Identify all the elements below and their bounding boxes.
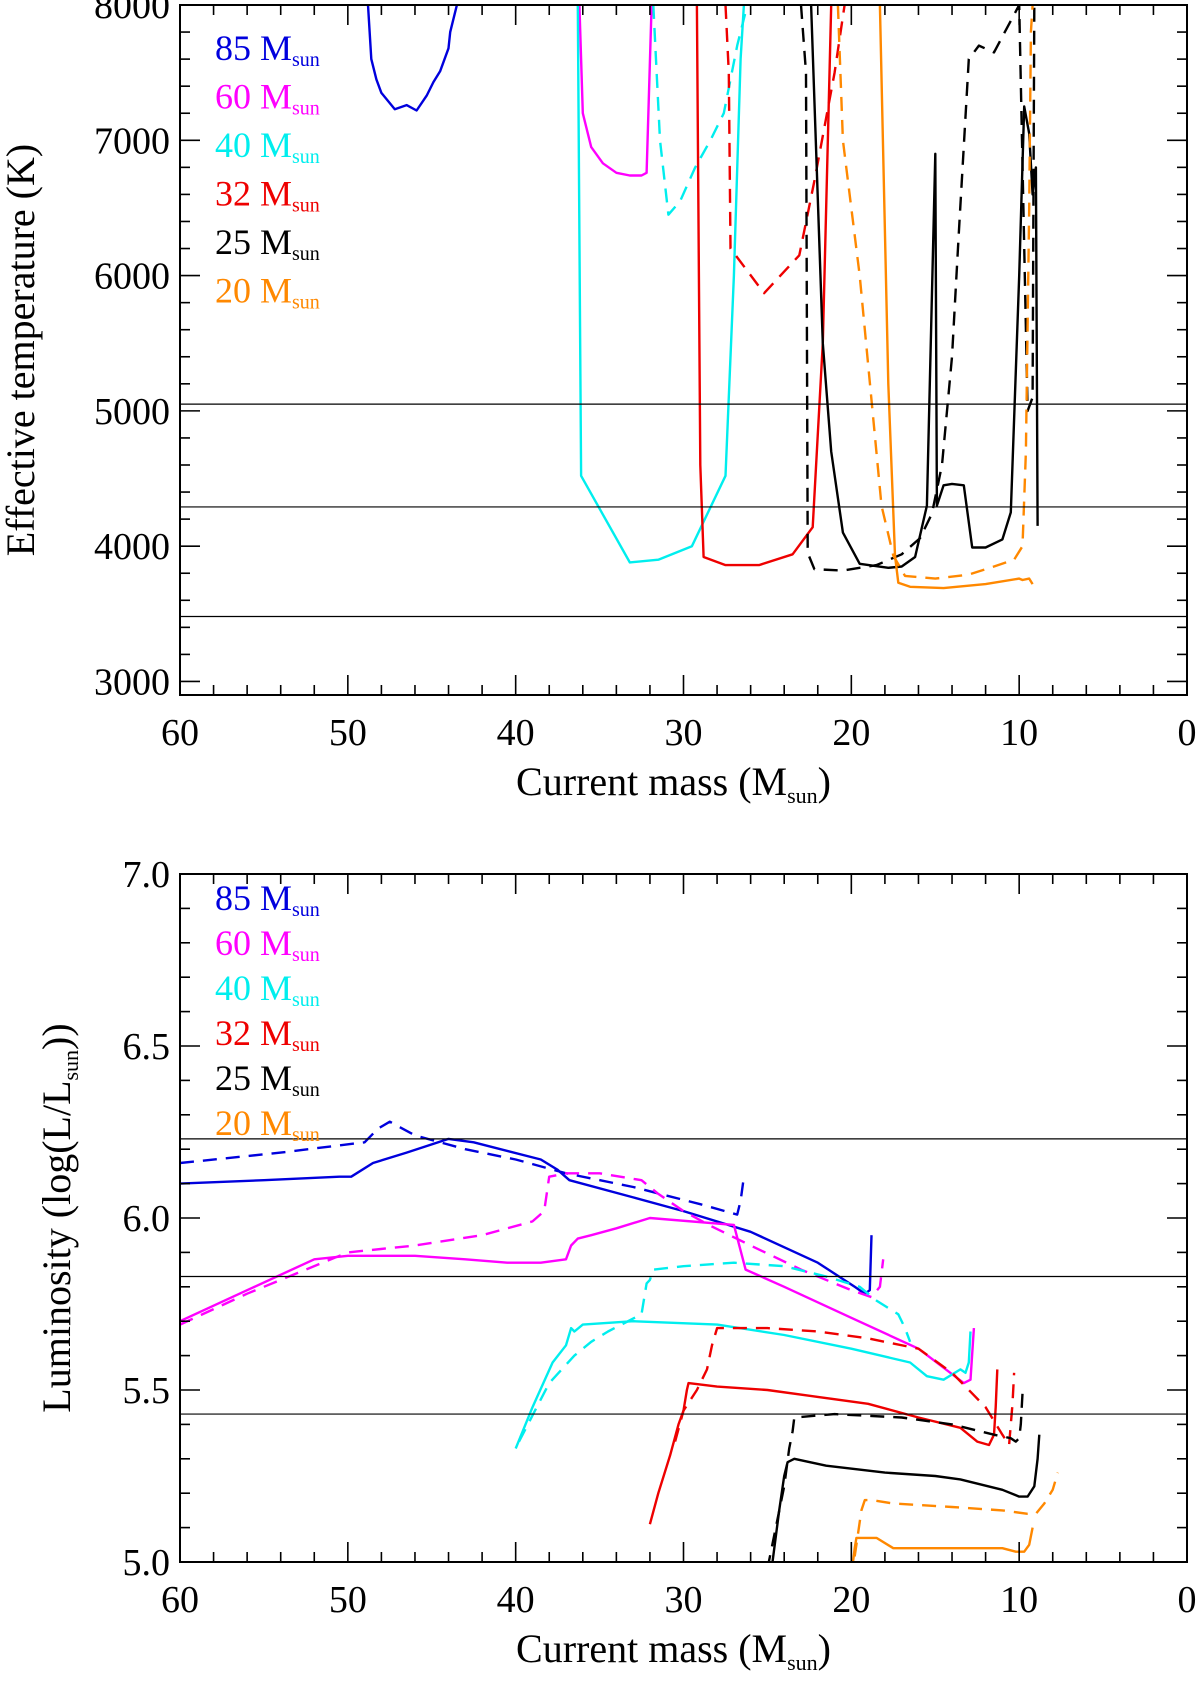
x-tick-label: 0 bbox=[1178, 712, 1197, 754]
series-line-40-m-sun-dashed bbox=[652, 5, 749, 216]
y-tick-label: 6000 bbox=[94, 256, 170, 298]
x-tick-label: 20 bbox=[832, 1579, 870, 1621]
y-axis-title: Luminosity (log(L/Lsun)) bbox=[34, 1023, 83, 1412]
series-line-60-m-sun-dashed bbox=[180, 1172, 885, 1326]
legend-entry: 32 Msun bbox=[215, 174, 320, 217]
x-tick-label: 20 bbox=[832, 712, 870, 754]
series-line-25-m-sun-dashed bbox=[799, 5, 1036, 572]
x-tick-label: 60 bbox=[161, 712, 199, 754]
legend-entry: 60 Msun bbox=[215, 77, 320, 120]
series-line-25-m-sun-dashed bbox=[767, 1393, 1024, 1562]
series-line-40-m-sun-solid bbox=[576, 5, 746, 564]
y-tick-label: 6.5 bbox=[123, 1026, 171, 1068]
legend: 85 Msun 60 Msun 40 Msun 32 Msun 25 Msun 20 Ms… bbox=[215, 28, 320, 314]
legend-entry: 60 Msun bbox=[215, 923, 320, 966]
x-tick-label: 30 bbox=[665, 1579, 703, 1621]
series-line-85-m-sun-solid bbox=[366, 5, 459, 112]
luminosity-panel: 60 50 40 30 20 10 0 5.0 5.5 6.0 6.5 7.0 Current mass… bbox=[34, 854, 1197, 1675]
series-line-25-m-sun-solid bbox=[809, 5, 1039, 569]
x-tick-label: 50 bbox=[329, 1579, 367, 1621]
x-tick-label: 0 bbox=[1178, 1579, 1197, 1621]
legend-entry: 20 Msun bbox=[215, 271, 320, 314]
legend-entry: 32 Msun bbox=[215, 1013, 320, 1056]
series-line-85-m-sun-dashed bbox=[180, 1120, 746, 1216]
x-tick-label: 10 bbox=[1000, 1579, 1038, 1621]
series-line-20-m-sun-solid bbox=[851, 1527, 1034, 1562]
x-axis-title: Current mass (Msun) bbox=[516, 759, 831, 808]
legend-entry: 40 Msun bbox=[215, 125, 320, 168]
series-line-60-m-sun-solid bbox=[578, 5, 653, 177]
y-tick-label: 8000 bbox=[94, 0, 170, 27]
y-tick-label: 5.5 bbox=[123, 1370, 171, 1412]
x-tick-label: 40 bbox=[497, 712, 535, 754]
series-line-40-m-sun-solid bbox=[514, 1319, 972, 1449]
x-tick-label: 50 bbox=[329, 712, 367, 754]
series-line-60-m-sun-solid bbox=[180, 1216, 976, 1385]
series-group bbox=[366, 5, 1039, 590]
series-line-20-m-sun-solid bbox=[878, 5, 1034, 590]
x-axis-title: Current mass (Msun) bbox=[516, 1626, 831, 1675]
x-tick-label: 40 bbox=[497, 1579, 535, 1621]
legend-entry: 20 Msun bbox=[215, 1103, 320, 1146]
series-line-20-m-sun-dashed bbox=[852, 1472, 1059, 1562]
y-axis-title: Effective temperature (K) bbox=[0, 144, 43, 556]
legend-entry: 85 Msun bbox=[215, 878, 320, 921]
series-group bbox=[180, 1120, 1059, 1562]
y-tick-label: 7000 bbox=[94, 120, 170, 162]
series-line-32-m-sun-dashed bbox=[724, 5, 846, 295]
series-line-40-m-sun-dashed bbox=[517, 1261, 912, 1443]
series-line-20-m-sun-dashed bbox=[836, 5, 1034, 580]
temperature-panel: 60 50 40 30 20 10 0 3000 4000 5000 6000 7000 8000 Cur… bbox=[0, 0, 1197, 808]
series-line-32-m-sun-solid bbox=[648, 1369, 999, 1525]
legend-entry: 40 Msun bbox=[215, 968, 320, 1011]
x-tick-label: 60 bbox=[161, 1579, 199, 1621]
y-tick-label: 7.0 bbox=[123, 854, 171, 896]
y-tick-label: 4000 bbox=[94, 526, 170, 568]
y-tick-label: 3000 bbox=[94, 661, 170, 703]
legend-entry: 25 Msun bbox=[215, 222, 320, 265]
legend-entry: 25 Msun bbox=[215, 1058, 320, 1101]
legend-entry: 85 Msun bbox=[215, 28, 320, 71]
x-tick-label: 30 bbox=[665, 712, 703, 754]
x-tick-label: 10 bbox=[1000, 712, 1038, 754]
y-tick-label: 5000 bbox=[94, 391, 170, 433]
y-tick-label: 5.0 bbox=[123, 1542, 171, 1584]
y-tick-label: 6.0 bbox=[123, 1198, 171, 1240]
